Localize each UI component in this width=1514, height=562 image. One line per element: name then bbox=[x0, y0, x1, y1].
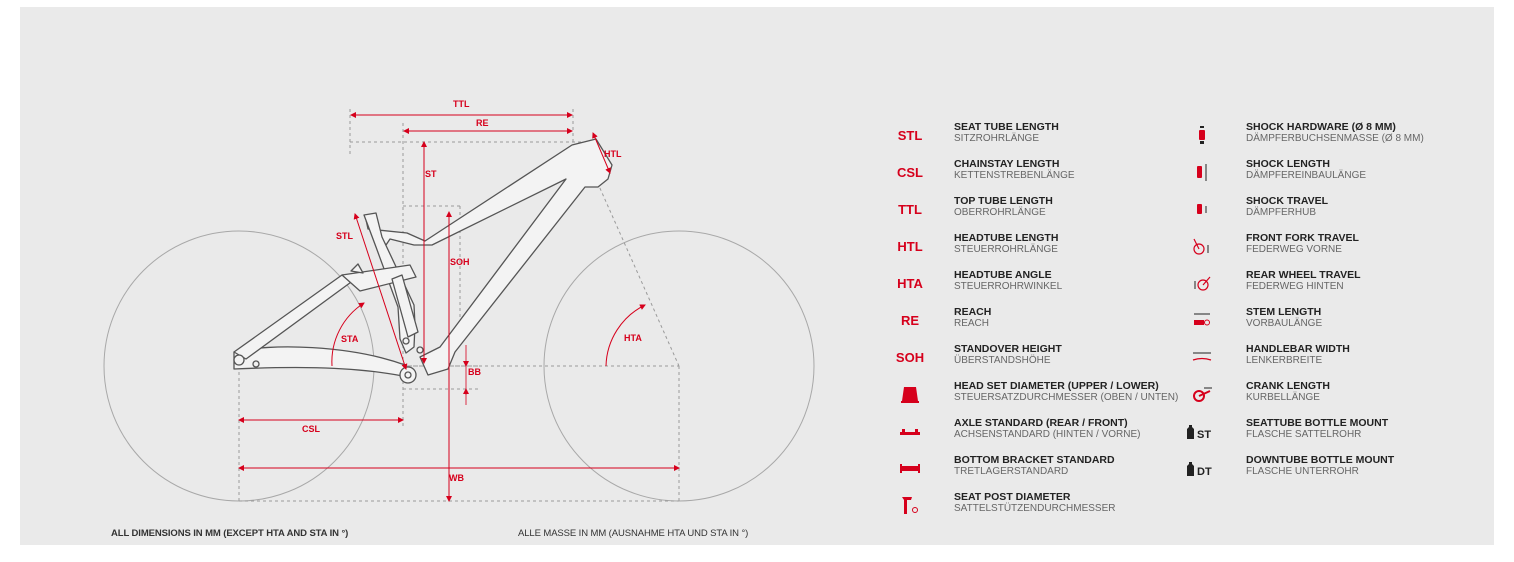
legend-name: SHOCK TRAVEL bbox=[1246, 195, 1329, 207]
legend-sub: FEDERWEG HINTEN bbox=[1246, 281, 1344, 292]
legend-name: HEAD SET DIAMETER (UPPER / LOWER) bbox=[954, 380, 1159, 392]
bottle-icon: ST bbox=[1187, 425, 1211, 441]
legend-abbr: RE bbox=[900, 313, 920, 328]
bottle-tag: ST bbox=[1197, 429, 1211, 441]
axle-icon bbox=[900, 429, 920, 435]
shock-hardware-icon bbox=[1199, 126, 1205, 144]
label-stl: STL bbox=[336, 231, 354, 241]
bottom-bracket-icon bbox=[900, 464, 920, 473]
legend-abbr: STL bbox=[897, 128, 923, 143]
handlebar-icon bbox=[1192, 352, 1212, 361]
seatpost-icon bbox=[902, 497, 918, 514]
legend-sub: ÜBERSTANDSHÖHE bbox=[954, 355, 1051, 366]
legend-name: SEAT POST DIAMETER bbox=[954, 491, 1071, 503]
legend-sub: SITZROHRLÄNGE bbox=[954, 133, 1040, 144]
legend-name: HEADTUBE LENGTH bbox=[954, 232, 1059, 244]
legend-sub: FEDERWEG VORNE bbox=[1246, 244, 1342, 255]
legend-abbr: CSL bbox=[897, 165, 923, 180]
bottle-tag: DT bbox=[1197, 466, 1212, 478]
label-wb: WB bbox=[449, 473, 464, 483]
legend-sub: DÄMPFERHUB bbox=[1246, 207, 1317, 218]
label-htl: HTL bbox=[604, 149, 622, 159]
legend-abbr: HTL bbox=[897, 239, 923, 254]
shock-length-icon bbox=[1197, 164, 1207, 181]
legend-name: SHOCK HARDWARE (Ø 8 MM) bbox=[1246, 121, 1396, 133]
label-csl: CSL bbox=[302, 424, 321, 434]
legend-sub: VORBAULÄNGE bbox=[1246, 318, 1323, 329]
legend-sub: TRETLAGERSTANDARD bbox=[954, 466, 1069, 477]
rear-travel-icon bbox=[1194, 276, 1211, 291]
shock-travel-icon bbox=[1197, 204, 1207, 214]
legend-name: TOP TUBE LENGTH bbox=[954, 195, 1053, 207]
legend-sub: FLASCHE UNTERROHR bbox=[1246, 466, 1359, 477]
legend-name: HANDLEBAR WIDTH bbox=[1246, 343, 1350, 355]
legend-name: FRONT FORK TRAVEL bbox=[1246, 232, 1359, 244]
sta-arc bbox=[331, 302, 365, 367]
legend-sub: OBERROHRLÄNGE bbox=[954, 207, 1046, 218]
legend-sub: ACHSENSTANDARD (HINTEN / VORNE) bbox=[954, 429, 1141, 440]
bike-geometry-diagram: TTL RE HTL ST STL SOH STA HTA BB CSL WB bbox=[103, 99, 815, 502]
fork-travel-icon bbox=[1193, 238, 1209, 255]
legend-sub: STEUERSATZDURCHMESSER (OBEN / UNTEN) bbox=[954, 392, 1179, 403]
headset-icon bbox=[901, 387, 919, 403]
legend-sub: KURBELLÄNGE bbox=[1246, 392, 1320, 403]
crank-icon bbox=[1193, 387, 1212, 402]
legend-name: CHAINSTAY LENGTH bbox=[954, 158, 1060, 170]
legend-sub: DÄMPFEREINBAULÄNGE bbox=[1246, 170, 1367, 181]
units-note-de: ALLE MASSE IN MM (AUSNAHME HTA UND STA I… bbox=[518, 528, 749, 539]
legend-name: BOTTOM BRACKET STANDARD bbox=[954, 454, 1115, 466]
legend-sub: LENKERBREITE bbox=[1246, 355, 1323, 366]
legend-sub: SATTELSTÜTZENDURCHMESSER bbox=[954, 503, 1116, 514]
legend-name: STANDOVER HEIGHT bbox=[954, 343, 1062, 355]
legend-name: HEADTUBE ANGLE bbox=[954, 269, 1052, 281]
stem-icon bbox=[1194, 313, 1210, 326]
legend-abbr: TTL bbox=[898, 202, 922, 217]
bike-frame bbox=[233, 138, 613, 384]
legend-name: CRANK LENGTH bbox=[1246, 380, 1330, 392]
label-ttl: TTL bbox=[453, 99, 470, 109]
legend-sub: REACH bbox=[954, 318, 990, 329]
label-re: RE bbox=[476, 118, 489, 128]
legend-sub: DÄMPFERBUCHSENMASSE (Ø 8 MM) bbox=[1246, 133, 1424, 144]
legend-sub: STEUERROHRWINKEL bbox=[954, 281, 1063, 292]
legend-name: DOWNTUBE BOTTLE MOUNT bbox=[1246, 454, 1395, 466]
label-hta: HTA bbox=[624, 333, 642, 343]
legend-sub: FLASCHE SATTELROHR bbox=[1246, 429, 1362, 440]
hta-arc bbox=[605, 304, 646, 367]
legend-name: STEM LENGTH bbox=[1246, 306, 1322, 318]
units-note-en: ALL DIMENSIONS IN MM (EXCEPT HTA AND STA… bbox=[111, 528, 349, 539]
legend-name: SEAT TUBE LENGTH bbox=[954, 121, 1059, 133]
legend-sub: KETTENSTREBENLÄNGE bbox=[954, 170, 1075, 181]
legend-name: AXLE STANDARD (REAR / FRONT) bbox=[954, 417, 1128, 429]
label-sta: STA bbox=[341, 334, 359, 344]
label-st: ST bbox=[425, 169, 437, 179]
label-bb: BB bbox=[468, 367, 481, 377]
legend-name: SEATTUBE BOTTLE MOUNT bbox=[1246, 417, 1389, 429]
bottle-icon: DT bbox=[1187, 462, 1212, 478]
htl-line bbox=[592, 132, 611, 174]
geometry-panel: TTL RE HTL ST STL SOH STA HTA BB CSL WB … bbox=[20, 7, 1494, 545]
legend-sub: STEUERROHRLÄNGE bbox=[954, 244, 1058, 255]
legend-name: SHOCK LENGTH bbox=[1246, 158, 1330, 170]
legend-name: REACH bbox=[954, 306, 992, 318]
legend-abbr: SOH bbox=[895, 350, 925, 365]
legend-name: REAR WHEEL TRAVEL bbox=[1246, 269, 1361, 281]
stl-line bbox=[353, 213, 408, 370]
legend-abbr: HTA bbox=[897, 276, 923, 291]
label-soh: SOH bbox=[450, 257, 470, 267]
